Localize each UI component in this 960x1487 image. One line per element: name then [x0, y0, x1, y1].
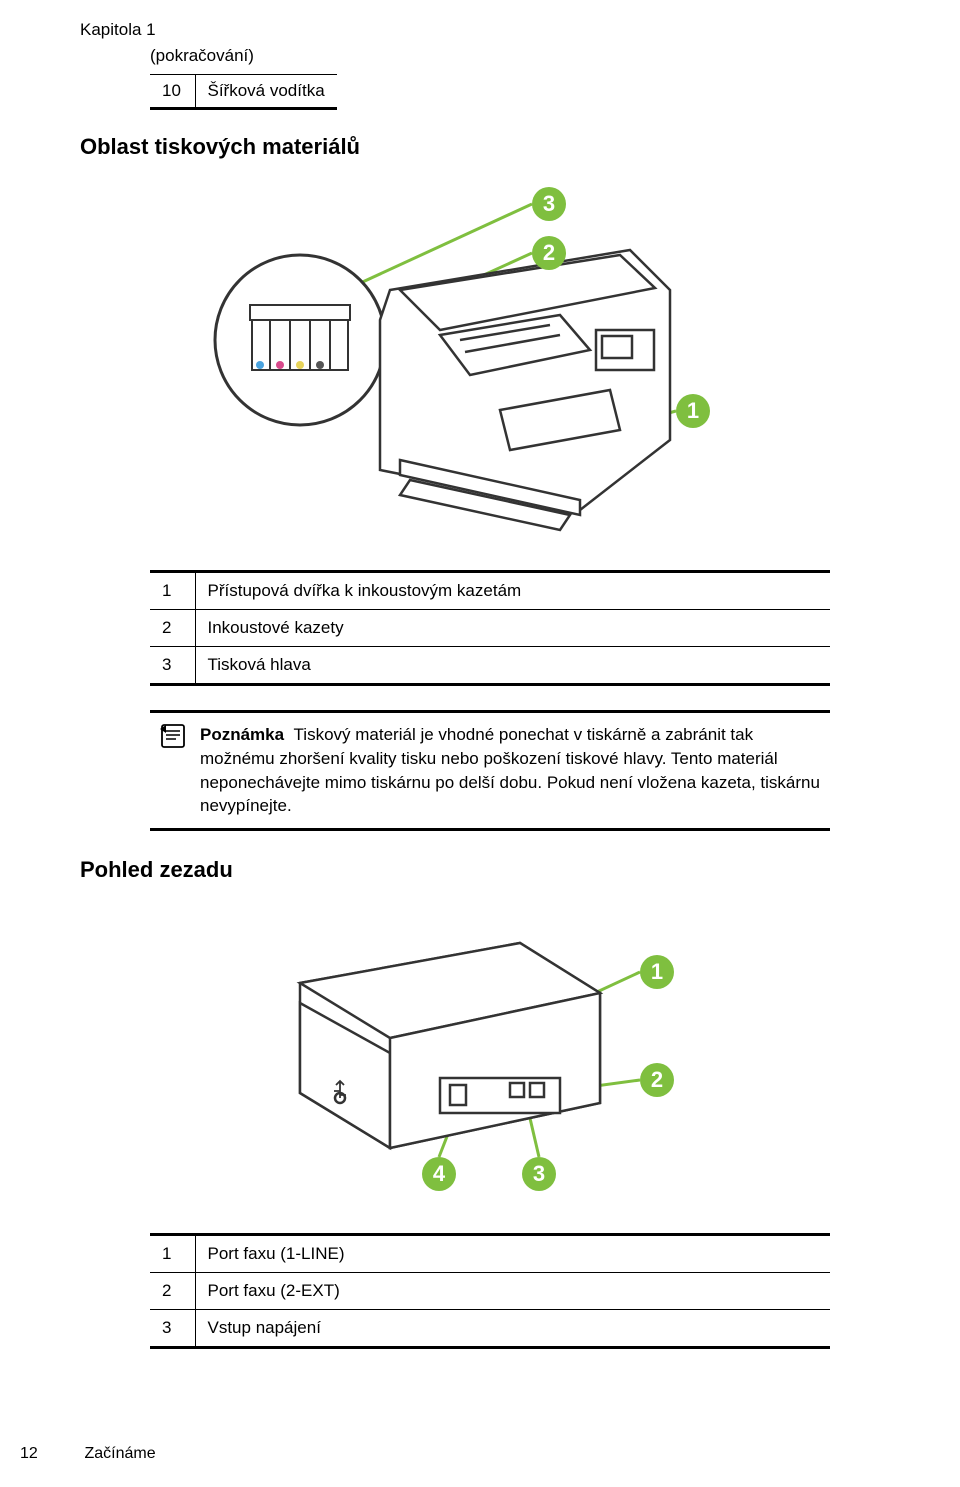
parts-table-2: 1Port faxu (1-LINE) 2Port faxu (2-EXT) 3…: [150, 1233, 830, 1349]
table-row: 10 Šířková vodítka: [150, 75, 337, 109]
row-label: Port faxu (2-EXT): [195, 1273, 830, 1310]
page-footer: 12 Začínáme: [20, 1445, 156, 1463]
top-small-table: 10 Šířková vodítka: [150, 74, 337, 110]
row-label: Přístupová dvířka k inkoustovým kazetám: [195, 572, 830, 610]
callout-badge-2: 2: [532, 236, 566, 270]
callout-badge-1b: 1: [640, 955, 674, 989]
continuation-label: (pokračování): [150, 46, 880, 66]
callout-badge-1: 1: [676, 394, 710, 428]
table-row: 3Vstup napájení: [150, 1310, 830, 1348]
printer-diagram-1: 3 2 1: [200, 180, 760, 540]
table-row: 3Tisková hlava: [150, 647, 830, 685]
note-body: Tiskový materiál je vhodné ponechat v ti…: [200, 725, 820, 815]
callout-badge-3b: 3: [522, 1157, 556, 1191]
callout-badge-4b: 4: [422, 1157, 456, 1191]
row-num: 2: [150, 610, 195, 647]
section-heading-1: Oblast tiskových materiálů: [80, 134, 880, 160]
page-number: 12: [20, 1445, 80, 1463]
parts-table-1: 1Přístupová dvířka k inkoustovým kazetám…: [150, 570, 830, 686]
row-num: 1: [150, 572, 195, 610]
callout-badge-3: 3: [532, 187, 566, 221]
note-text: Poznámka Tiskový materiál je vhodné pone…: [200, 723, 822, 818]
table-row: 2Inkoustové kazety: [150, 610, 830, 647]
row-num: 3: [150, 647, 195, 685]
row-num: 3: [150, 1310, 195, 1348]
table-row: 1Port faxu (1-LINE): [150, 1235, 830, 1273]
row-label: Tisková hlava: [195, 647, 830, 685]
note-icon: [158, 723, 188, 749]
row-num: 2: [150, 1273, 195, 1310]
row-label: Inkoustové kazety: [195, 610, 830, 647]
row-label: Vstup napájení: [195, 1310, 830, 1348]
note-label: Poznámka: [200, 725, 284, 744]
section-heading-2: Pohled zezadu: [80, 857, 880, 883]
chapter-header: Kapitola 1: [80, 20, 880, 40]
footer-section: Začínáme: [84, 1445, 155, 1462]
row-num: 10: [150, 75, 195, 109]
row-label: Port faxu (1-LINE): [195, 1235, 830, 1273]
printer-diagram-2: 1 2 3 4: [200, 903, 760, 1203]
callout-badge-2b: 2: [640, 1063, 674, 1097]
row-label: Šířková vodítka: [195, 75, 337, 109]
row-num: 1: [150, 1235, 195, 1273]
table-row: 2Port faxu (2-EXT): [150, 1273, 830, 1310]
table-row: 1Přístupová dvířka k inkoustovým kazetám: [150, 572, 830, 610]
note-block: Poznámka Tiskový materiál je vhodné pone…: [150, 710, 830, 831]
